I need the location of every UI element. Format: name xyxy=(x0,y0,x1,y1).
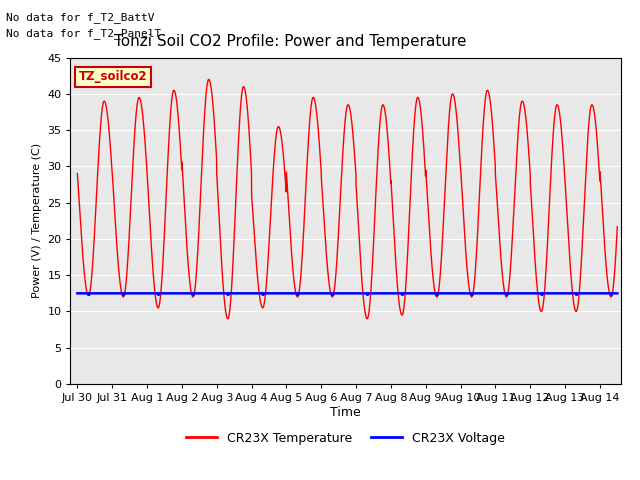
Text: Tonzi Soil CO2 Profile: Power and Temperature: Tonzi Soil CO2 Profile: Power and Temper… xyxy=(114,35,467,49)
Text: No data for f_T2_BattV: No data for f_T2_BattV xyxy=(6,12,155,23)
Text: No data for f_T2_PanelT: No data for f_T2_PanelT xyxy=(6,28,162,39)
Y-axis label: Power (V) / Temperature (C): Power (V) / Temperature (C) xyxy=(32,143,42,299)
X-axis label: Time: Time xyxy=(330,406,361,419)
Text: TZ_soilco2: TZ_soilco2 xyxy=(79,71,147,84)
Legend: CR23X Temperature, CR23X Voltage: CR23X Temperature, CR23X Voltage xyxy=(181,427,510,450)
